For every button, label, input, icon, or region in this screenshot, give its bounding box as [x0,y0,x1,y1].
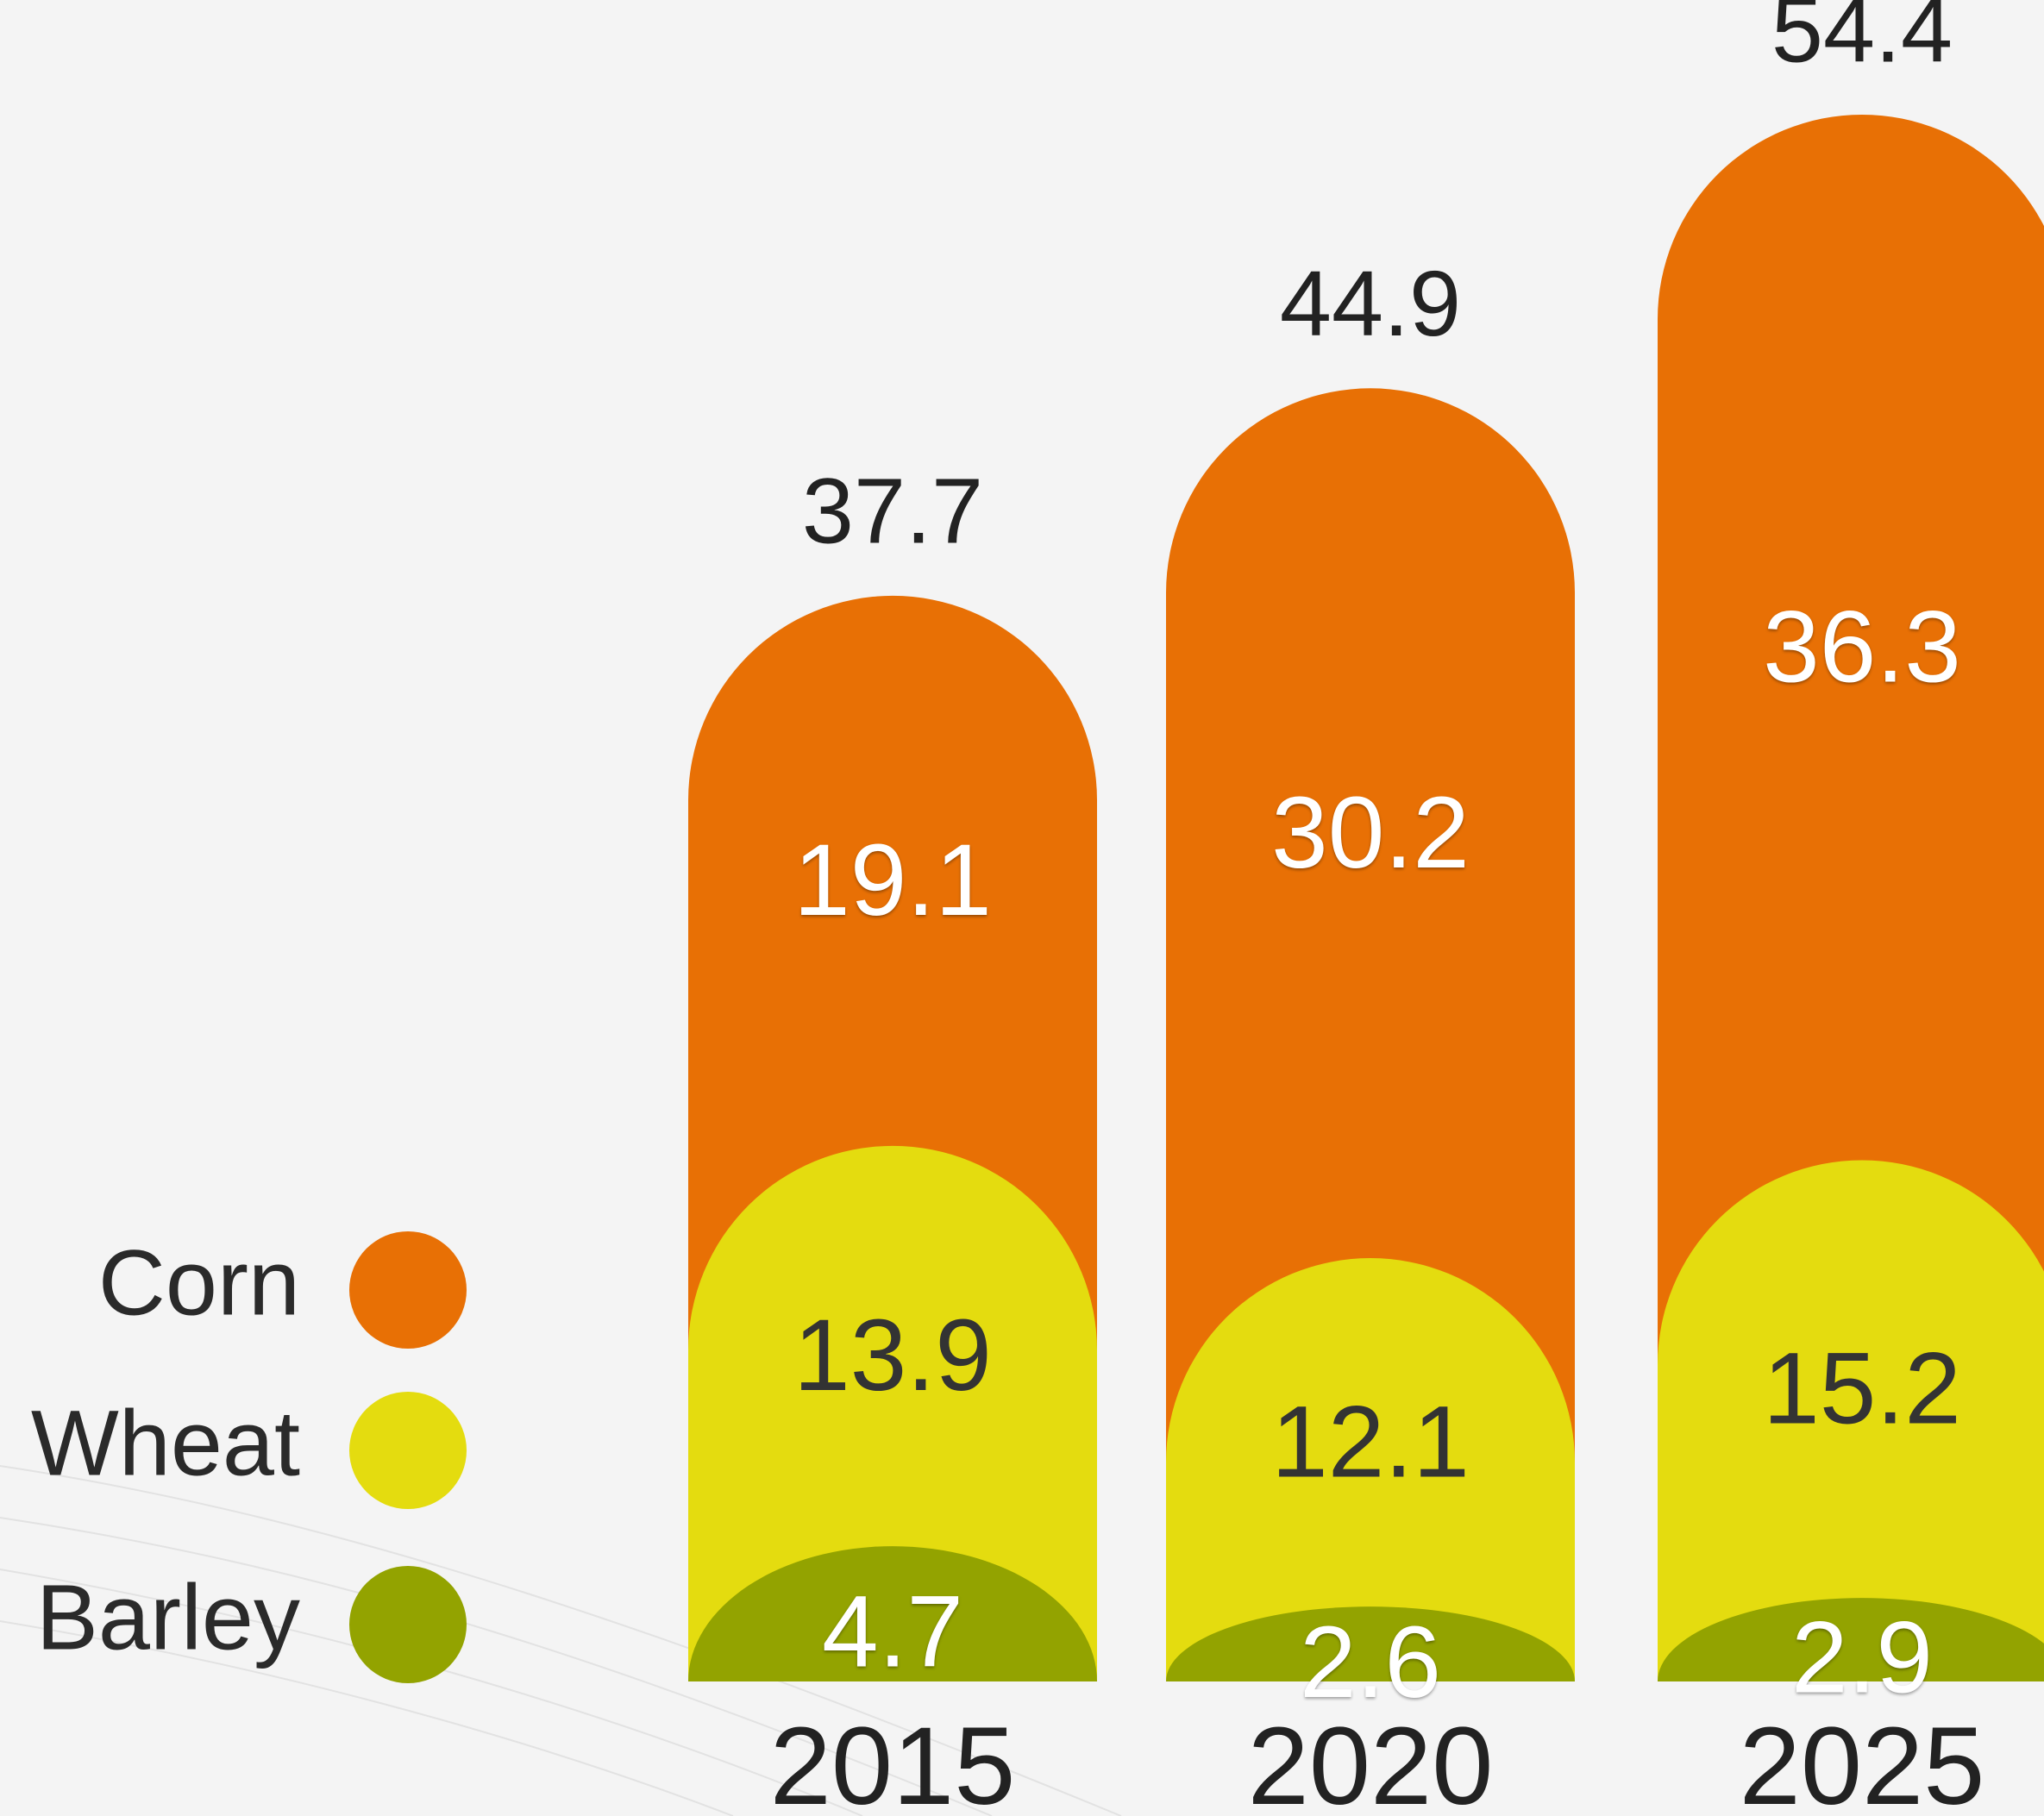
total-label: 54.4 [1771,0,1953,82]
background-waves [0,1465,1122,1816]
value-label: 2.6 [1300,1606,1441,1719]
x-tick-label: 2020 [1248,1705,1494,1816]
legend-label: Wheat [31,1391,300,1495]
value-label: 2.9 [1791,1601,1933,1715]
wave [0,1517,993,1816]
value-label: 36.3 [1763,590,1961,704]
bar-segment [688,1546,1097,1681]
value-label: 30.2 [1271,776,1470,890]
wave [0,1465,1122,1816]
legend-swatch [349,1392,467,1509]
bar-segment [688,1145,1097,1681]
legend-label: Corn [98,1230,300,1335]
legend-swatch [349,1231,467,1349]
value-label: 12.1 [1271,1385,1470,1499]
total-label: 44.9 [1280,251,1461,355]
bar-segment [1166,1606,1575,1681]
x-tick-label: 2015 [770,1705,1016,1816]
legend-label: Barley [36,1565,300,1669]
wave [0,1620,734,1816]
bar-segment [1658,1160,2044,1681]
value-label: 13.9 [793,1299,992,1412]
total-label: 37.7 [802,458,983,562]
bar-segment [1658,1598,2044,1681]
legend-swatch [349,1566,467,1683]
value-label: 4.7 [822,1575,963,1689]
bar-segment [1166,1258,1575,1681]
wave [0,1569,863,1816]
x-tick-label: 2025 [1740,1705,1985,1816]
value-label: 15.2 [1763,1331,1961,1445]
value-label: 19.1 [793,823,992,937]
